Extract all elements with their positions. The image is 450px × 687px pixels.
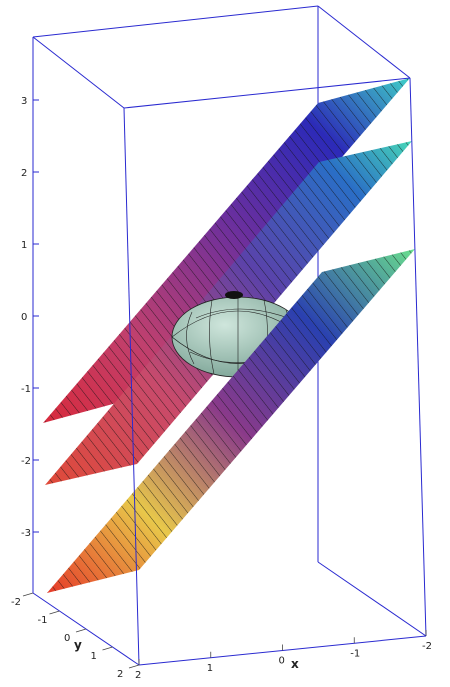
z-tick-label: 0: [21, 312, 27, 323]
y-tick-label: -1: [38, 615, 48, 626]
y-axis-ticks: -2 -1 0 1 2: [11, 593, 139, 680]
z-tick-label: 2: [21, 168, 27, 179]
z-tick-label: 1: [21, 240, 27, 251]
x-axis-label: x: [291, 657, 299, 671]
x-tick-label: 1: [207, 663, 213, 674]
z-tick-label: -3: [21, 528, 31, 539]
y-tick-mark: [50, 611, 60, 614]
x-tick-label: 2: [135, 670, 141, 681]
y-tick-label: -2: [11, 597, 21, 608]
y-tick-label: 0: [64, 633, 70, 644]
z-tick-label: 3: [21, 96, 27, 107]
y-tick-mark: [23, 593, 33, 596]
x-tick-label: -1: [350, 648, 360, 659]
y-tick-label: 1: [91, 651, 97, 662]
x-tick-label: 0: [279, 656, 285, 667]
x-axis-ticks: 2 1 0 -1 -2: [135, 630, 432, 681]
z-tick-label: -1: [21, 384, 31, 395]
y-tick-mark: [129, 665, 139, 668]
y-tick-label: 2: [117, 669, 123, 680]
y-axis-label: y: [74, 638, 82, 652]
y-tick-mark: [76, 629, 86, 632]
z-tick-label: -2: [21, 456, 31, 467]
y-tick-mark: [103, 647, 113, 650]
z-axis-ticks: 3 2 1 0 -1 -2 -3: [21, 96, 39, 539]
x-tick-label: -2: [422, 641, 432, 652]
